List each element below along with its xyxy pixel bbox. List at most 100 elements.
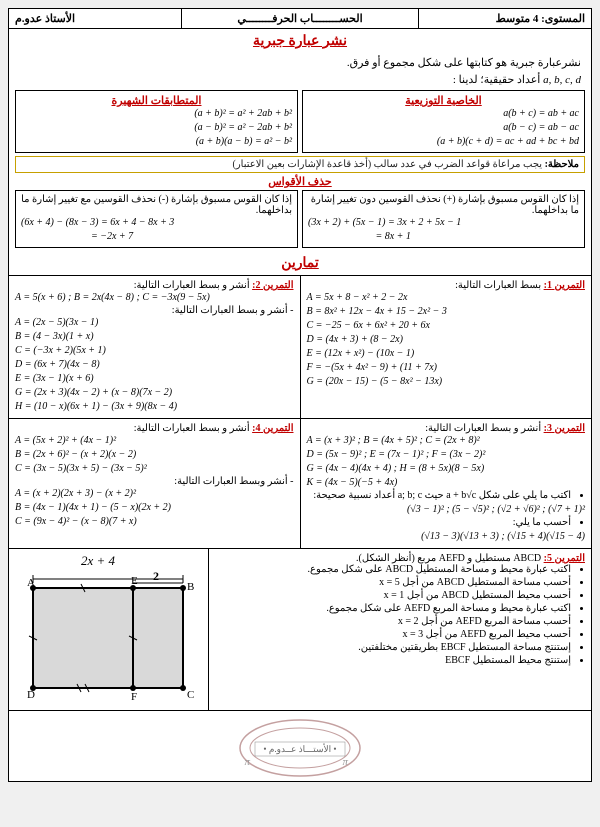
ex2-b: B = (4 − 3x)(1 + x): [15, 330, 294, 344]
subtitle: حذف الأقواس: [9, 175, 591, 188]
fig-C: C: [187, 689, 194, 701]
ex4-2b: B = (4x − 1)(4x + 1) − (5 − x)(2x + 2): [15, 501, 294, 515]
distrib-1: a(b + c) = ab + ac: [308, 107, 579, 121]
teacher: الأستاذ عدو.م: [9, 9, 181, 28]
ex4-c: C = (3x − 5)(3x + 5) − (3x − 5)²: [15, 462, 294, 476]
rules-row: الخاصية التوزيعية a(b + c) = ab + ac a(b…: [15, 90, 585, 153]
ex-row-3: التمرين 5: ABCD مستطيل و AEFD مربع (أنظر…: [9, 549, 591, 711]
paren-minus-ex: (6x + 4) − (8x − 3) = 6x + 4 − 8x + 3 = …: [21, 216, 292, 244]
ex4-b: B = (2x + 6)² − (x + 2)(x − 2): [15, 448, 294, 462]
rect-diagram: 2x + 4 A E B D F C 2: [13, 553, 203, 703]
ex2-d: D = (6x + 7)(4x − 8): [15, 358, 294, 372]
ex3-1a: A = (x + 3)² ; B = (4x + 5)² ; C = (2x +…: [307, 434, 586, 448]
ex4-sub: - أنشر وبسط العبارات التالية:: [15, 476, 294, 487]
stamp-area: • الأستـــاذ عــدو.م • π π: [9, 711, 591, 781]
fig-F: F: [131, 691, 137, 703]
ex2-g: G = (2x + 3)(4x − 2) + (x − 8)(7x − 2): [15, 386, 294, 400]
paren-row: إذا كان القوس مسبوق بإشارة (+) نحذف القو…: [15, 190, 585, 248]
stamp-text: • الأستـــاذ عــدو.م •: [263, 743, 336, 755]
ex1-head: بسط العبارات التالية:: [455, 280, 541, 291]
ex3-1c: G = (4x − 4)(4x + 4) ; H = (8 + 5x)(8 − …: [307, 462, 586, 476]
ex2-cell: التمرين 2: أنشر و بسط العبارات التالية: …: [9, 276, 301, 418]
ex3-head: أنشر و بسط العبارات التالية:: [425, 423, 541, 434]
ex1-g: G = (20x − 15) − (5 − 8x² − 13x): [307, 375, 586, 389]
ex4-head: أنشر و بسط العبارات التالية:: [134, 423, 250, 434]
ex5-i3: أحسب محيط المستطيل ABCD من أجل x = 1: [215, 590, 571, 601]
fig-E: E: [131, 575, 138, 587]
ex-row-2: التمرين 3: أنشر و بسط العبارات التالية: …: [9, 419, 591, 549]
ex3-bul2: أحسب ما يلي:: [307, 517, 572, 528]
ex1-d: D = (4x + 3) + (8 − 2x): [307, 333, 586, 347]
ex2-label: التمرين 2:: [252, 280, 293, 291]
note-box: ملاحظة: يجب مراعاة قواعد الضرب في عدد سا…: [15, 156, 585, 173]
ex3-bul1: اكتب ما يلي على شكل a + b√c حيث a; b; c …: [307, 490, 572, 501]
header: المستوى: 4 متوسط الحســــــــاب الحرفـــ…: [9, 9, 591, 29]
paren-minus-text: إذا كان القوس مسبوق بإشارة (-) نحذف القو…: [21, 194, 292, 216]
paren-minus-box: إذا كان القوس مسبوق بإشارة (-) نحذف القو…: [15, 190, 298, 248]
ex5-i6: أحسب محيط المربع AEFD من أجل x = 3: [215, 629, 571, 640]
subject: الحســــــــاب الحرفــــــــي: [181, 9, 418, 28]
ex1-e: E = (12x + x²) − (10x − 1): [307, 347, 586, 361]
ex2-top: A = 5(x + 6) ; B = 2x(4x − 8) ; C = −3x(…: [15, 291, 294, 305]
ex5-i1: اكتب عبارة محيط و مساحة المستطيل ABCD عل…: [215, 564, 571, 575]
ex5-i4: اكتب عبارة محيط و مساحة المربع AEFD على …: [215, 603, 571, 614]
ex1-cell: التمرين 1: بسط العبارات التالية: A = 5x …: [301, 276, 592, 418]
ex1-b: B = 8x² + 12x − 4x + 15 − 2x² − 3: [307, 305, 586, 319]
stamp-icon: • الأستـــاذ عــدو.م • π π: [230, 717, 370, 779]
svg-text:π: π: [342, 756, 348, 768]
distrib-3: (a + b)(c + d) = ac + ad + bc + bd: [308, 135, 579, 149]
note-text: يجب مراعاة قواعد الضرب في عدد سالب (أخذ …: [233, 159, 543, 170]
ex5-i2: أحسب مساحة المستطيل ABCD من أجل x = 5: [215, 577, 571, 588]
fig-seg: 2: [153, 569, 159, 583]
ex1-c: C = −25 − 6x + 6x² + 20 + 6x: [307, 319, 586, 333]
page: المستوى: 4 متوسط الحســــــــاب الحرفـــ…: [8, 8, 592, 782]
ident-3: (a + b)(a − b) = a² − b²: [21, 135, 292, 149]
ex3-1b: D = (5x − 9)² ; E = (7x − 1)² ; F = (3x …: [307, 448, 586, 462]
ex4-2c: C = (9x − 4)² − (x − 8)(7 + x): [15, 515, 294, 529]
ident-box: المتطابقات الشهيرة (a + b)² = a² + 2ab +…: [15, 90, 298, 153]
main-title: نشر عبارة جبرية: [9, 29, 591, 54]
ident-head: المتطابقات الشهيرة: [21, 94, 292, 107]
ex2-a: A = (2x − 5)(3x − 1): [15, 316, 294, 330]
ex2-e: E = (3x − 1)(x + 6): [15, 372, 294, 386]
level: المستوى: 4 متوسط: [418, 9, 591, 28]
fig-D: D: [27, 689, 35, 701]
ex5-label: التمرين 5:: [544, 553, 585, 564]
ex4-a: A = (5x + 2)² + (4x − 1)²: [15, 434, 294, 448]
ex1-f: F = −(5x + 4x² − 9) + (11 + 7x): [307, 361, 586, 375]
ex2-sub: - أنشر و بسط العبارات التالية:: [15, 305, 294, 316]
paren-plus-ex: (3x + 2) + (5x − 1) = 3x + 2 + 5x − 1 = …: [308, 216, 579, 244]
ex3-1d: K = (4x − 5)(−5 + 4x): [307, 476, 586, 490]
ex4-label: التمرين 4:: [252, 423, 293, 434]
ident-2: (a − b)² = a² − 2ab + b²: [21, 121, 292, 135]
ex1-a: A = 5x + 8 − x² + 2 − 2x: [307, 291, 586, 305]
ex-row-1: التمرين 1: بسط العبارات التالية: A = 5x …: [9, 276, 591, 419]
ex2-h: H = (10 − x)(6x + 1) − (3x + 9)(8x − 4): [15, 400, 294, 414]
ex3-3: (√13 − 3)(√13 + 3) ; (√15 + 4)(√15 − 4): [307, 530, 586, 544]
distrib-2: a(b − c) = ab − ac: [308, 121, 579, 135]
distrib-box: الخاصية التوزيعية a(b + c) = ab + ac a(b…: [302, 90, 585, 153]
fig-A: A: [27, 577, 35, 589]
paren-plus-box: إذا كان القوس مسبوق بإشارة (+) نحذف القو…: [302, 190, 585, 248]
ident-1: (a + b)² = a² + 2ab + b²: [21, 107, 292, 121]
paren-plus-text: إذا كان القوس مسبوق بإشارة (+) نحذف القو…: [308, 194, 579, 216]
exercises-title: تمارين: [9, 252, 591, 275]
ex5-i8: إستنتج محيط المستطيل EBCF: [215, 655, 571, 666]
note-label: ملاحظة:: [545, 159, 579, 170]
ex5-list: اكتب عبارة محيط و مساحة المستطيل ABCD عل…: [215, 564, 571, 666]
intro2: a, b, c, d أعداد حقيقية؛ لدينا :: [9, 71, 591, 88]
svg-text:π: π: [244, 756, 250, 768]
ex5-cell: التمرين 5: ABCD مستطيل و AEFD مربع (أنظر…: [209, 549, 591, 710]
fig-B: B: [187, 581, 194, 593]
exercises-grid: التمرين 1: بسط العبارات التالية: A = 5x …: [9, 275, 591, 781]
distrib-head: الخاصية التوزيعية: [308, 94, 579, 107]
ex5-i5: أحسب مساحة المربع AEFD من أجل x = 2: [215, 616, 571, 627]
ex4-2a: A = (x + 2)(2x + 3) − (x + 2)²: [15, 487, 294, 501]
ex5-i7: إستنتج مساحة المستطيل EBCF بطريقتين مختل…: [215, 642, 571, 653]
ex5-head: ABCD مستطيل و AEFD مربع (أنظر الشكل).: [356, 553, 541, 564]
ex3-label: التمرين 3:: [544, 423, 585, 434]
intro1: نشرعبارة جبرية هو كتابتها على شكل مجموع …: [9, 54, 591, 71]
ex2-head: أنشر و بسط العبارات التالية:: [134, 280, 250, 291]
ex2-c: C = (−3x + 2)(5x + 1): [15, 344, 294, 358]
ex3-cell: التمرين 3: أنشر و بسط العبارات التالية: …: [301, 419, 592, 548]
